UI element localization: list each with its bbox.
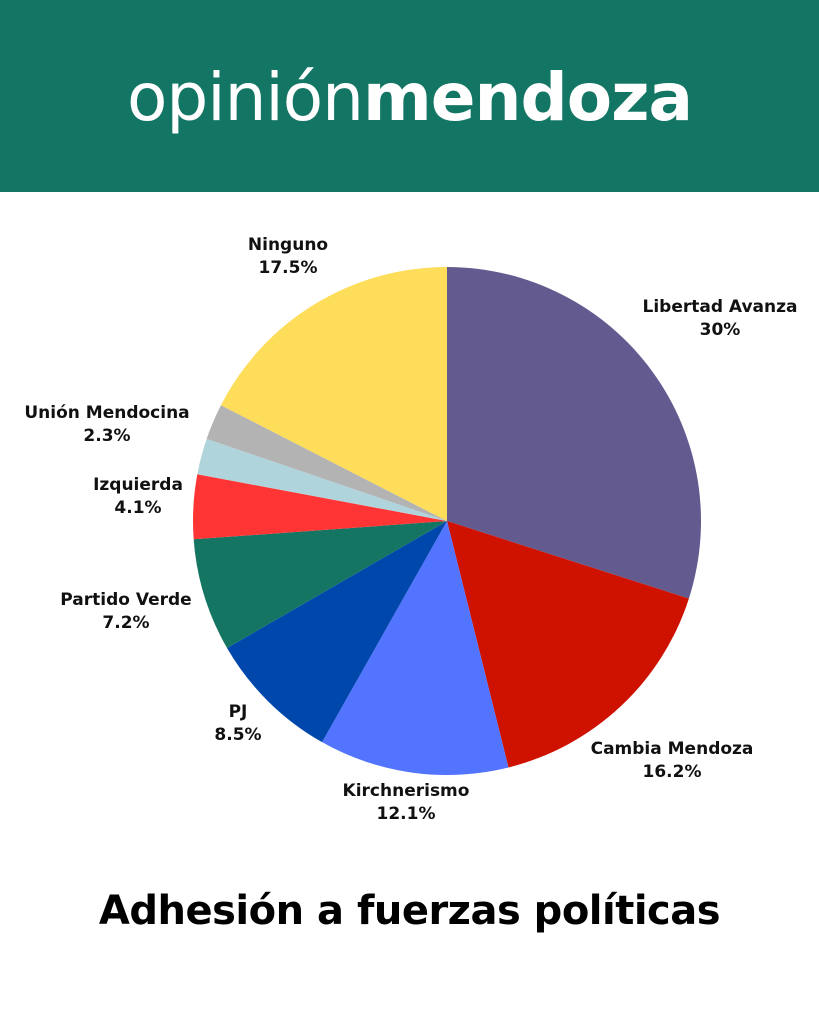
pie-slice-ninguno [220,267,447,521]
slice-label-pj: PJ [229,702,248,722]
slice-value-izquierda: 4.1% [114,498,161,518]
slice-label-partido-verde: Partido Verde [60,590,191,610]
brand-logo-light: opinión [126,59,364,136]
pie-slice-izquierda [192,474,447,540]
slice-label-ninguno: Ninguno [248,235,328,255]
slice-label-izquierda: Izquierda [93,475,183,495]
slice-value-union-mendocina: 2.3% [83,426,130,446]
pie-slice-unlabeled-6 [197,438,447,521]
pie-slice-libertad-avanza [447,267,701,599]
slice-value-pj: 8.5% [214,725,261,745]
pie-chart: Libertad Avanza 30% Cambia Mendoza 16.2% Kir… [24,235,797,824]
brand-header: opiniónmendoza [0,0,819,192]
slice-value-ninguno: 17.5% [259,258,318,278]
pie-slice-kirchnerismo [322,521,509,776]
pie-labels: Libertad Avanza 30% Cambia Mendoza 16.2% Kir… [24,235,797,824]
pie-slices [192,267,701,776]
slice-label-cambia-mendoza: Cambia Mendoza [591,739,754,759]
slice-label-kirchnerismo: Kirchnerismo [343,781,470,801]
brand-logo: opiniónmendoza [127,65,693,131]
slice-label-libertad-avanza: Libertad Avanza [642,297,797,317]
slice-value-cambia-mendoza: 16.2% [643,762,702,782]
pie-slice-cambia-mendoza [447,521,689,768]
pie-slice-union-mendocina [206,405,447,521]
slice-label-union-mendocina: Unión Mendocina [24,403,189,423]
slice-value-kirchnerismo: 12.1% [377,804,436,824]
pie-slice-partido-verde [193,521,447,648]
slice-value-partido-verde: 7.2% [102,613,149,633]
brand-logo-bold: mendoza [362,59,693,136]
slice-value-libertad-avanza: 30% [700,320,741,340]
pie-slice-pj [227,521,447,743]
chart-title: Adhesión a fuerzas políticas [98,888,721,934]
